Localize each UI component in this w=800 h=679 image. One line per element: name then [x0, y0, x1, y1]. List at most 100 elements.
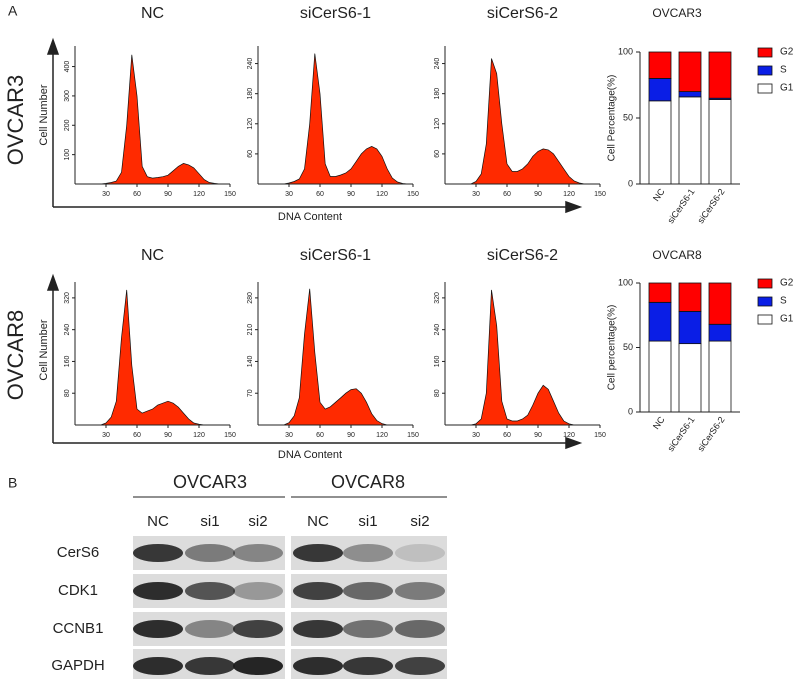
x-tick-label: 90: [534, 191, 542, 198]
bar-segment: [648, 78, 672, 102]
x-tick-label: 90: [164, 191, 172, 198]
legend-swatch: [757, 47, 773, 58]
y-tick-label: 300: [64, 90, 71, 102]
x-tick-label: siCerS6-2: [695, 187, 726, 226]
histogram-area: [258, 288, 413, 426]
x-tick-label: 30: [102, 432, 110, 439]
y-tick-label: 100: [64, 149, 71, 161]
histogram-area: [445, 58, 600, 185]
x-tick-label: 150: [224, 432, 236, 439]
bar-segment: [708, 51, 732, 99]
bar-segment: [678, 282, 702, 312]
x-tick-label: 90: [347, 191, 355, 198]
legend-swatch: [757, 314, 773, 325]
bar-segment: [708, 323, 732, 342]
protein-label: GAPDH: [51, 657, 104, 674]
x-tick-label: 150: [407, 432, 419, 439]
y-tick-label: 320: [64, 292, 71, 304]
x-tick-label: siCerS6-1: [665, 415, 696, 454]
blot-band: [133, 620, 183, 638]
legend-label: G1: [780, 83, 794, 94]
blot-band: [233, 657, 283, 675]
panel-label: A: [8, 3, 18, 19]
x-tick-label: 30: [472, 191, 480, 198]
x-tick-label: 60: [503, 191, 511, 198]
blot-band: [343, 582, 393, 600]
y-axis-label: Cell percentage(%): [607, 305, 618, 391]
x-tick-label: NC: [651, 414, 667, 431]
y-tick-label: 160: [64, 356, 71, 368]
histogram-area: [258, 53, 413, 185]
chart-title: siCerS6-2: [487, 5, 558, 22]
x-axis-label: DNA Content: [278, 449, 342, 461]
blot-band: [185, 620, 235, 638]
blot-band: [293, 657, 343, 675]
y-tick-label: 280: [247, 292, 254, 304]
bar-segment: [678, 310, 702, 345]
bar-segment: [708, 99, 732, 185]
y-tick-label: 0: [628, 406, 633, 416]
chart-title: NC: [141, 5, 164, 22]
x-tick-label: siCerS6-1: [665, 187, 696, 226]
x-tick-label: 150: [407, 191, 419, 198]
histogram-area: [445, 289, 600, 426]
x-tick-label: 30: [285, 191, 293, 198]
blot-band: [395, 582, 445, 600]
histogram-area: [75, 54, 230, 185]
x-tick-label: 60: [503, 432, 511, 439]
blot-band: [395, 657, 445, 675]
lane-label: NC: [307, 513, 329, 530]
group-label: OVCAR3: [173, 472, 247, 492]
y-tick-label: 70: [247, 389, 254, 397]
legend-swatch: [757, 278, 773, 289]
row-label: OVCAR3: [3, 75, 28, 165]
bar-segment: [708, 282, 732, 325]
blot-band: [133, 582, 183, 600]
y-tick-label: 140: [247, 356, 254, 368]
x-tick-label: 90: [534, 432, 542, 439]
legend-label: G2: [780, 278, 794, 289]
lane-label: si1: [200, 513, 219, 530]
legend-swatch: [757, 83, 773, 94]
axis-arrows: [46, 37, 583, 450]
bar-segment: [678, 96, 702, 185]
legend-swatch: [757, 296, 773, 307]
x-tick-label: siCerS6-2: [695, 415, 726, 454]
legend-label: G1: [780, 314, 794, 325]
x-tick-label: 150: [224, 191, 236, 198]
legend-label: S: [780, 65, 787, 76]
blot-band: [343, 620, 393, 638]
x-tick-label: 150: [594, 191, 606, 198]
blot-band: [293, 544, 343, 562]
bar-segment: [678, 91, 702, 98]
x-tick-label: 90: [347, 432, 355, 439]
y-tick-label: 200: [64, 119, 71, 131]
y-tick-label: 180: [247, 88, 254, 100]
legend-label: S: [780, 296, 787, 307]
bar-segment: [678, 51, 702, 92]
lane-label: NC: [147, 513, 169, 530]
y-tick-label: 100: [618, 277, 633, 287]
y-tick-label: 320: [434, 292, 441, 304]
y-axis-label: Cell Number: [38, 319, 50, 380]
x-tick-label: 30: [472, 432, 480, 439]
chart-title: OVCAR8: [652, 248, 702, 262]
blot-band: [233, 620, 283, 638]
lane-label: si2: [248, 513, 267, 530]
y-tick-label: 120: [247, 118, 254, 130]
y-tick-label: 60: [247, 150, 254, 158]
group-label: OVCAR8: [331, 472, 405, 492]
panel-label: B: [8, 475, 17, 491]
bar-segment: [648, 100, 672, 185]
blot-band: [395, 544, 445, 562]
blot-band: [233, 582, 283, 600]
histogram-area: [75, 289, 230, 426]
x-tick-label: NC: [651, 186, 667, 203]
legend-label: G2: [780, 47, 794, 58]
blot-band: [395, 620, 445, 638]
bar-segment: [678, 343, 702, 413]
protein-label: CerS6: [57, 544, 100, 561]
x-tick-label: 60: [316, 432, 324, 439]
x-tick-label: 30: [285, 432, 293, 439]
